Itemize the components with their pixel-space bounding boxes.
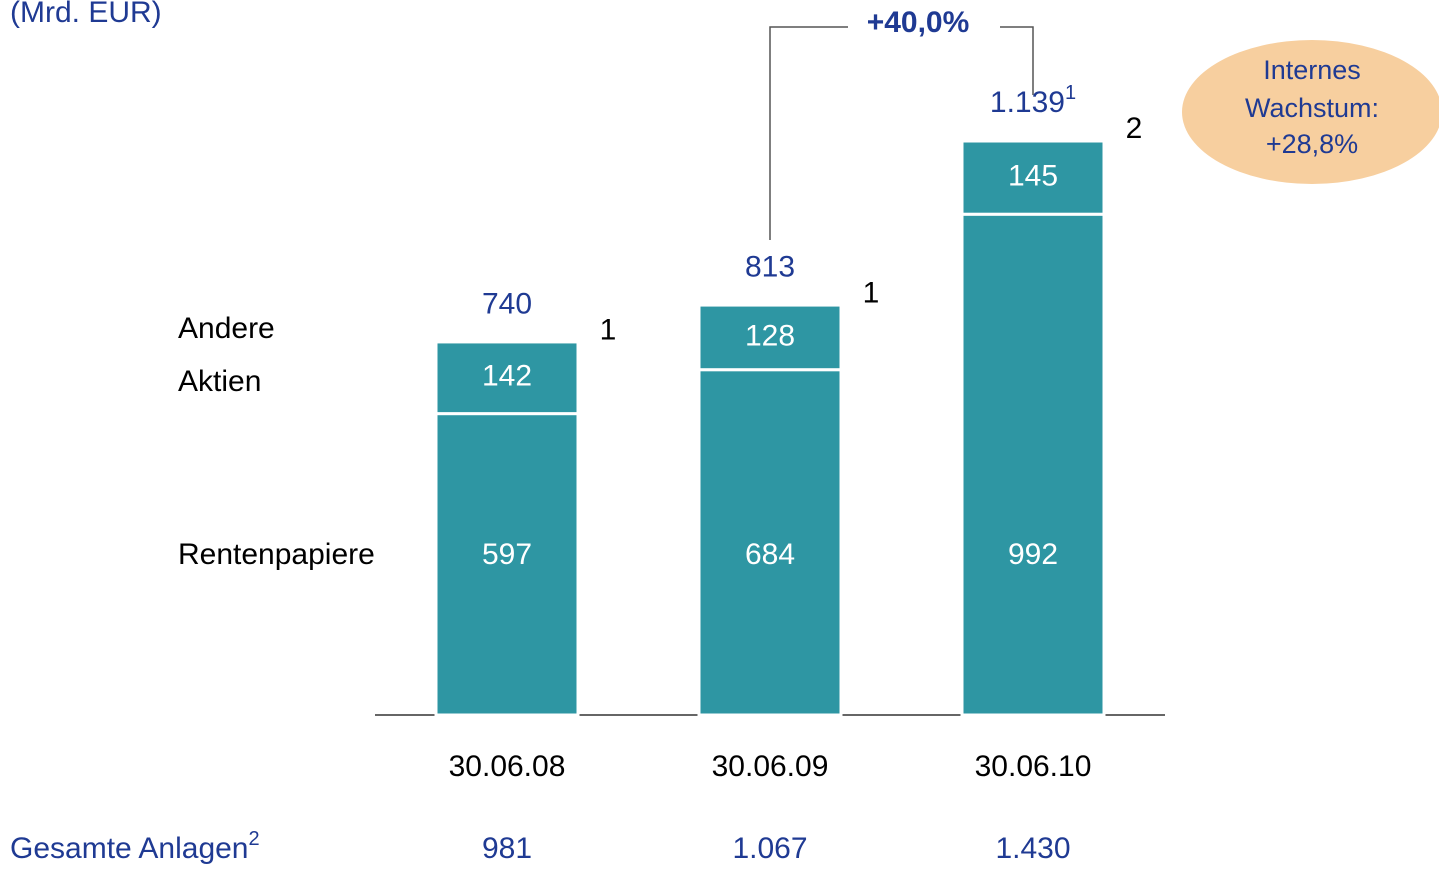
label: Gesamte Anlagen <box>10 832 249 865</box>
segment-label: 1 <box>863 276 880 309</box>
footnote: 2 <box>249 828 260 850</box>
total-label: 740 <box>482 287 532 320</box>
x-tick-label: 30.06.09 <box>712 750 829 783</box>
total-assets-value: 1.067 <box>732 832 807 865</box>
series-label: Rentenpapiere <box>178 538 375 571</box>
total-value: 813 <box>745 250 795 283</box>
bracket <box>769 26 848 240</box>
segment-label: 2 <box>1126 112 1143 145</box>
series-label: Aktien <box>178 365 261 398</box>
total-value: 1.139 <box>990 86 1065 119</box>
bar-segment <box>434 340 580 416</box>
bubble-text: +28,8% <box>1266 129 1358 159</box>
segment-label: 597 <box>482 538 532 571</box>
total-assets-label: Gesamte Anlagen2 <box>10 828 260 865</box>
bracket <box>1000 26 1034 95</box>
bar-segment <box>697 368 843 717</box>
series-label: Andere <box>178 312 275 345</box>
segment-label: 128 <box>745 319 795 352</box>
total-label: 1.1391 <box>990 82 1076 119</box>
chart-title: (Mrd. EUR) <box>10 0 162 29</box>
total-assets-value: 981 <box>482 832 532 865</box>
bar-segment <box>960 212 1106 717</box>
segment-label: 142 <box>482 360 532 393</box>
bar-segment <box>434 412 580 717</box>
bar-segment <box>697 303 843 372</box>
total-value: 740 <box>482 287 532 320</box>
segment-label: 1 <box>600 313 617 346</box>
footnote: 1 <box>1065 82 1076 104</box>
bar-segment <box>435 340 579 343</box>
segment-label: 684 <box>745 538 795 571</box>
total-label: 813 <box>745 250 795 283</box>
bar-segment <box>960 139 1106 216</box>
total-assets-value: 1.430 <box>995 832 1070 865</box>
x-tick-label: 30.06.08 <box>449 750 566 783</box>
bubble-text: Internes <box>1263 55 1361 85</box>
growth-annotation: +40,0% <box>867 6 970 39</box>
growth-bubble <box>1182 40 1439 184</box>
x-tick-label: 30.06.10 <box>975 750 1092 783</box>
segment-label: 145 <box>1008 160 1058 193</box>
bubble-text: Wachstum: <box>1245 93 1379 123</box>
bar-segment <box>698 304 842 306</box>
segment-label: 992 <box>1008 538 1058 571</box>
bar-segment <box>961 139 1105 142</box>
